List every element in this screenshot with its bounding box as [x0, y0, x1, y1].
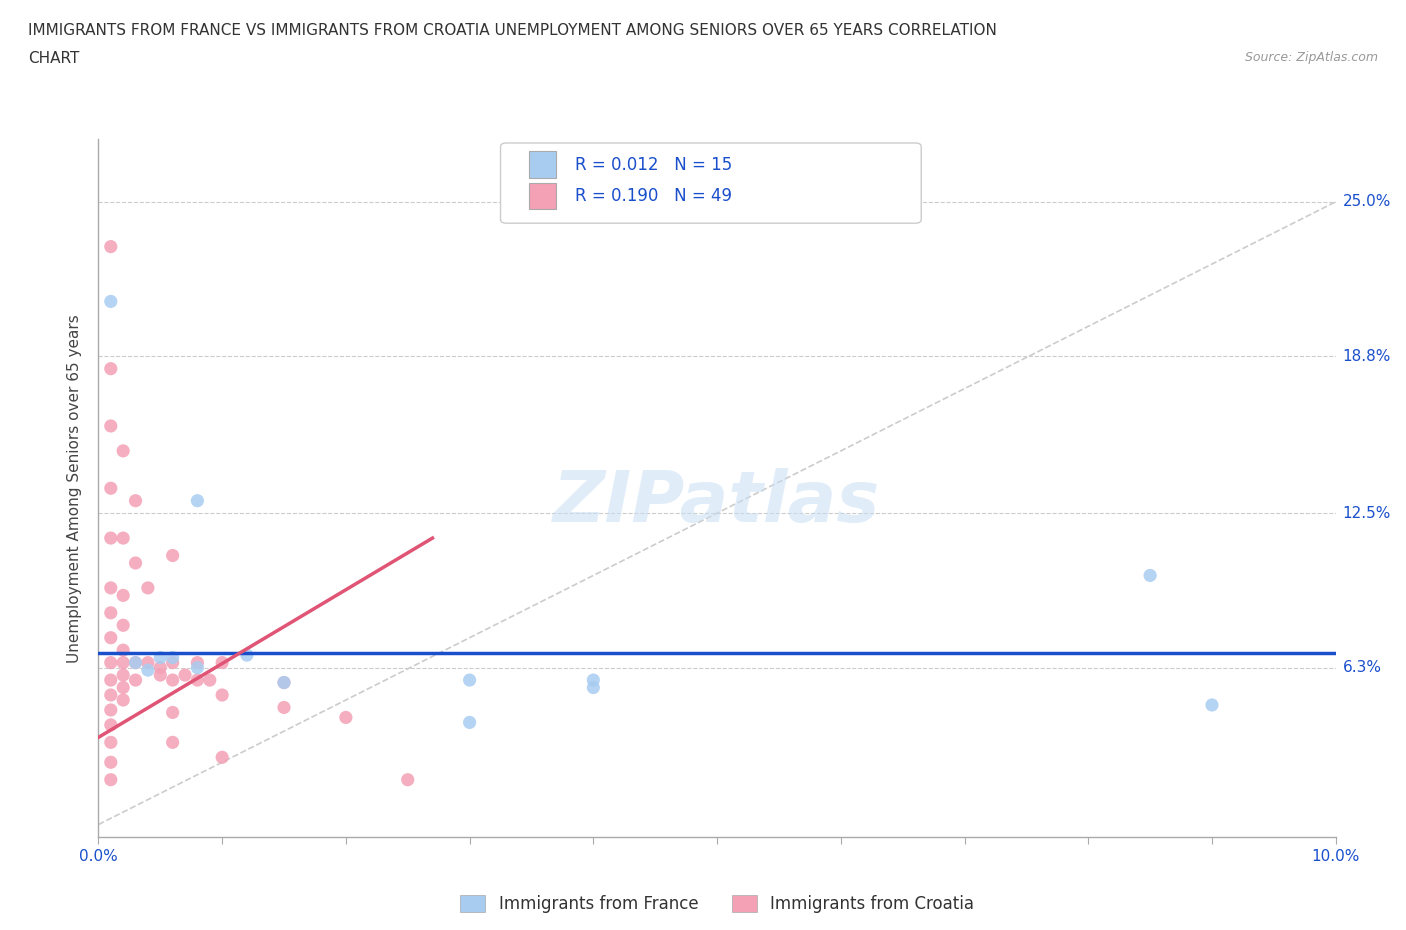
Point [100, 672, 122, 687]
Point [100, 531, 122, 546]
Point [396, 772, 419, 787]
Point [124, 655, 146, 670]
Point [112, 668, 135, 683]
Point [100, 687, 122, 702]
Point [186, 655, 208, 670]
Bar [529, 182, 557, 209]
Point [100, 418, 122, 433]
Point [458, 715, 481, 730]
Point [149, 660, 172, 675]
Point [124, 672, 146, 687]
Point [186, 660, 208, 675]
Text: 18.8%: 18.8% [1343, 349, 1391, 364]
Point [124, 655, 146, 670]
FancyBboxPatch shape [501, 143, 921, 223]
Point [100, 580, 122, 595]
Point [162, 655, 184, 670]
Text: 12.5%: 12.5% [1343, 506, 1391, 521]
Point [100, 735, 122, 750]
Point [1139, 568, 1161, 583]
Point [112, 693, 135, 708]
Point [100, 717, 122, 732]
Point [186, 493, 208, 508]
Point [100, 702, 122, 717]
Text: 25.0%: 25.0% [1343, 194, 1391, 209]
Point [100, 631, 122, 645]
Point [124, 493, 146, 508]
Point [124, 555, 146, 570]
Point [458, 672, 481, 687]
Point [100, 239, 122, 254]
Text: IMMIGRANTS FROM FRANCE VS IMMIGRANTS FROM CROATIA UNEMPLOYMENT AMONG SENIORS OVE: IMMIGRANTS FROM FRANCE VS IMMIGRANTS FRO… [28, 23, 997, 38]
Point [112, 531, 135, 546]
Point [211, 750, 233, 764]
Point [211, 687, 233, 702]
Point [582, 680, 605, 695]
Point [136, 580, 159, 595]
Point [136, 655, 159, 670]
Point [112, 680, 135, 695]
Point [149, 650, 172, 665]
Point [273, 675, 295, 690]
Point [136, 663, 159, 678]
Point [273, 675, 295, 690]
Point [100, 605, 122, 620]
Point [162, 735, 184, 750]
Text: ZIPatlas: ZIPatlas [554, 468, 880, 537]
Point [236, 647, 259, 662]
Point [100, 755, 122, 770]
Point [582, 672, 605, 687]
Point [112, 618, 135, 632]
Point [100, 772, 122, 787]
Point [162, 650, 184, 665]
Point [100, 294, 122, 309]
Legend: Immigrants from France, Immigrants from Croatia: Immigrants from France, Immigrants from … [454, 888, 980, 920]
Point [149, 668, 172, 683]
Point [162, 705, 184, 720]
Point [162, 548, 184, 563]
Point [335, 710, 357, 724]
Text: 6.3%: 6.3% [1343, 660, 1382, 675]
Text: R = 0.012   N = 15: R = 0.012 N = 15 [575, 155, 733, 174]
Point [174, 668, 197, 683]
Point [162, 672, 184, 687]
Point [1201, 698, 1223, 712]
Point [100, 481, 122, 496]
Text: Source: ZipAtlas.com: Source: ZipAtlas.com [1244, 51, 1378, 64]
Bar [529, 152, 557, 178]
Point [100, 361, 122, 376]
Y-axis label: Unemployment Among Seniors over 65 years: Unemployment Among Seniors over 65 years [67, 314, 83, 662]
Text: R = 0.190   N = 49: R = 0.190 N = 49 [575, 187, 731, 205]
Point [100, 655, 122, 670]
Point [211, 655, 233, 670]
Point [112, 643, 135, 658]
Point [112, 655, 135, 670]
Point [186, 672, 208, 687]
Point [112, 588, 135, 603]
Point [273, 700, 295, 715]
Point [112, 444, 135, 458]
Text: CHART: CHART [28, 51, 80, 66]
Point [198, 672, 221, 687]
